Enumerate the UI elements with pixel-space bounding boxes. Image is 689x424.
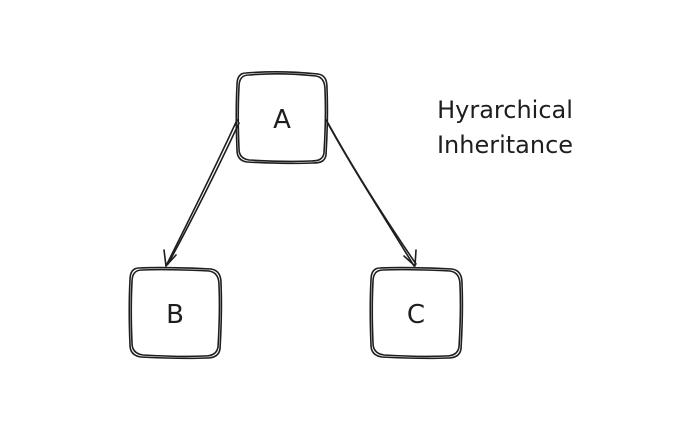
node-c-label: C <box>407 300 425 330</box>
title-line-1: Hyrarchical <box>437 96 573 124</box>
node-b: B <box>128 266 223 360</box>
edge-a-to-b-line <box>165 119 238 267</box>
node-a: A <box>235 71 329 165</box>
arrowhead-c-icon <box>403 249 417 267</box>
edge-a-to-c <box>325 119 417 267</box>
title-line-2: Inheritance <box>437 131 573 159</box>
node-a-label: A <box>273 105 291 135</box>
diagram-title: Hyrarchical Inheritance <box>437 96 573 159</box>
node-b-label: B <box>166 300 184 330</box>
edge-a-to-b <box>163 119 240 267</box>
node-c: C <box>369 266 464 360</box>
arrowhead-b-icon <box>163 249 177 267</box>
